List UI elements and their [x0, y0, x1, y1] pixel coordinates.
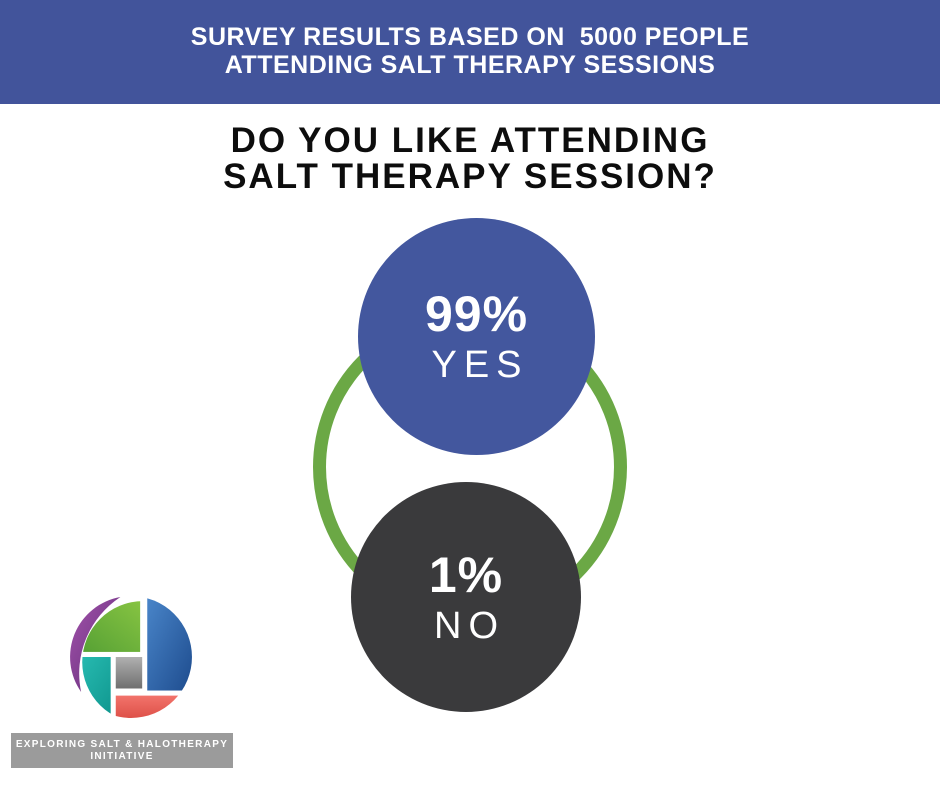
no-label: NO: [434, 604, 505, 647]
logo-red-segment: [115, 695, 180, 718]
header-banner: SURVEY RESULTS BASED ON 5000 PEOPLE ATTE…: [0, 0, 940, 104]
no-bubble: 1% NO: [351, 482, 581, 712]
logo-caption-line-2: INITIATIVE: [90, 751, 154, 762]
page-title: DO YOU LIKE ATTENDING SALT THERAPY SESSI…: [0, 123, 940, 195]
logo-gray-segment: [115, 657, 143, 689]
banner-line-2: ATTENDING SALT THERAPY SESSIONS: [224, 51, 716, 79]
logo-caption-line-1: EXPLORING SALT & HALOTHERAPY: [15, 739, 229, 750]
banner-line-1: SURVEY RESULTS BASED ON 5000 PEOPLE: [190, 23, 750, 51]
logo-icon: [70, 596, 192, 718]
yes-label: YES: [431, 344, 529, 386]
yes-bubble: 99% YES: [358, 218, 595, 455]
title-line-1: DO YOU LIKE ATTENDING: [230, 121, 710, 160]
logo-purple-crescent: [70, 596, 121, 692]
title-line-2: SALT THERAPY SESSION?: [223, 157, 717, 196]
logo-caption: EXPLORING SALT & HALOTHERAPY INITIATIVE: [11, 733, 233, 768]
yes-percent: 99%: [424, 286, 529, 342]
no-percent: 1%: [428, 546, 504, 603]
logo-blue-segment: [147, 596, 192, 691]
